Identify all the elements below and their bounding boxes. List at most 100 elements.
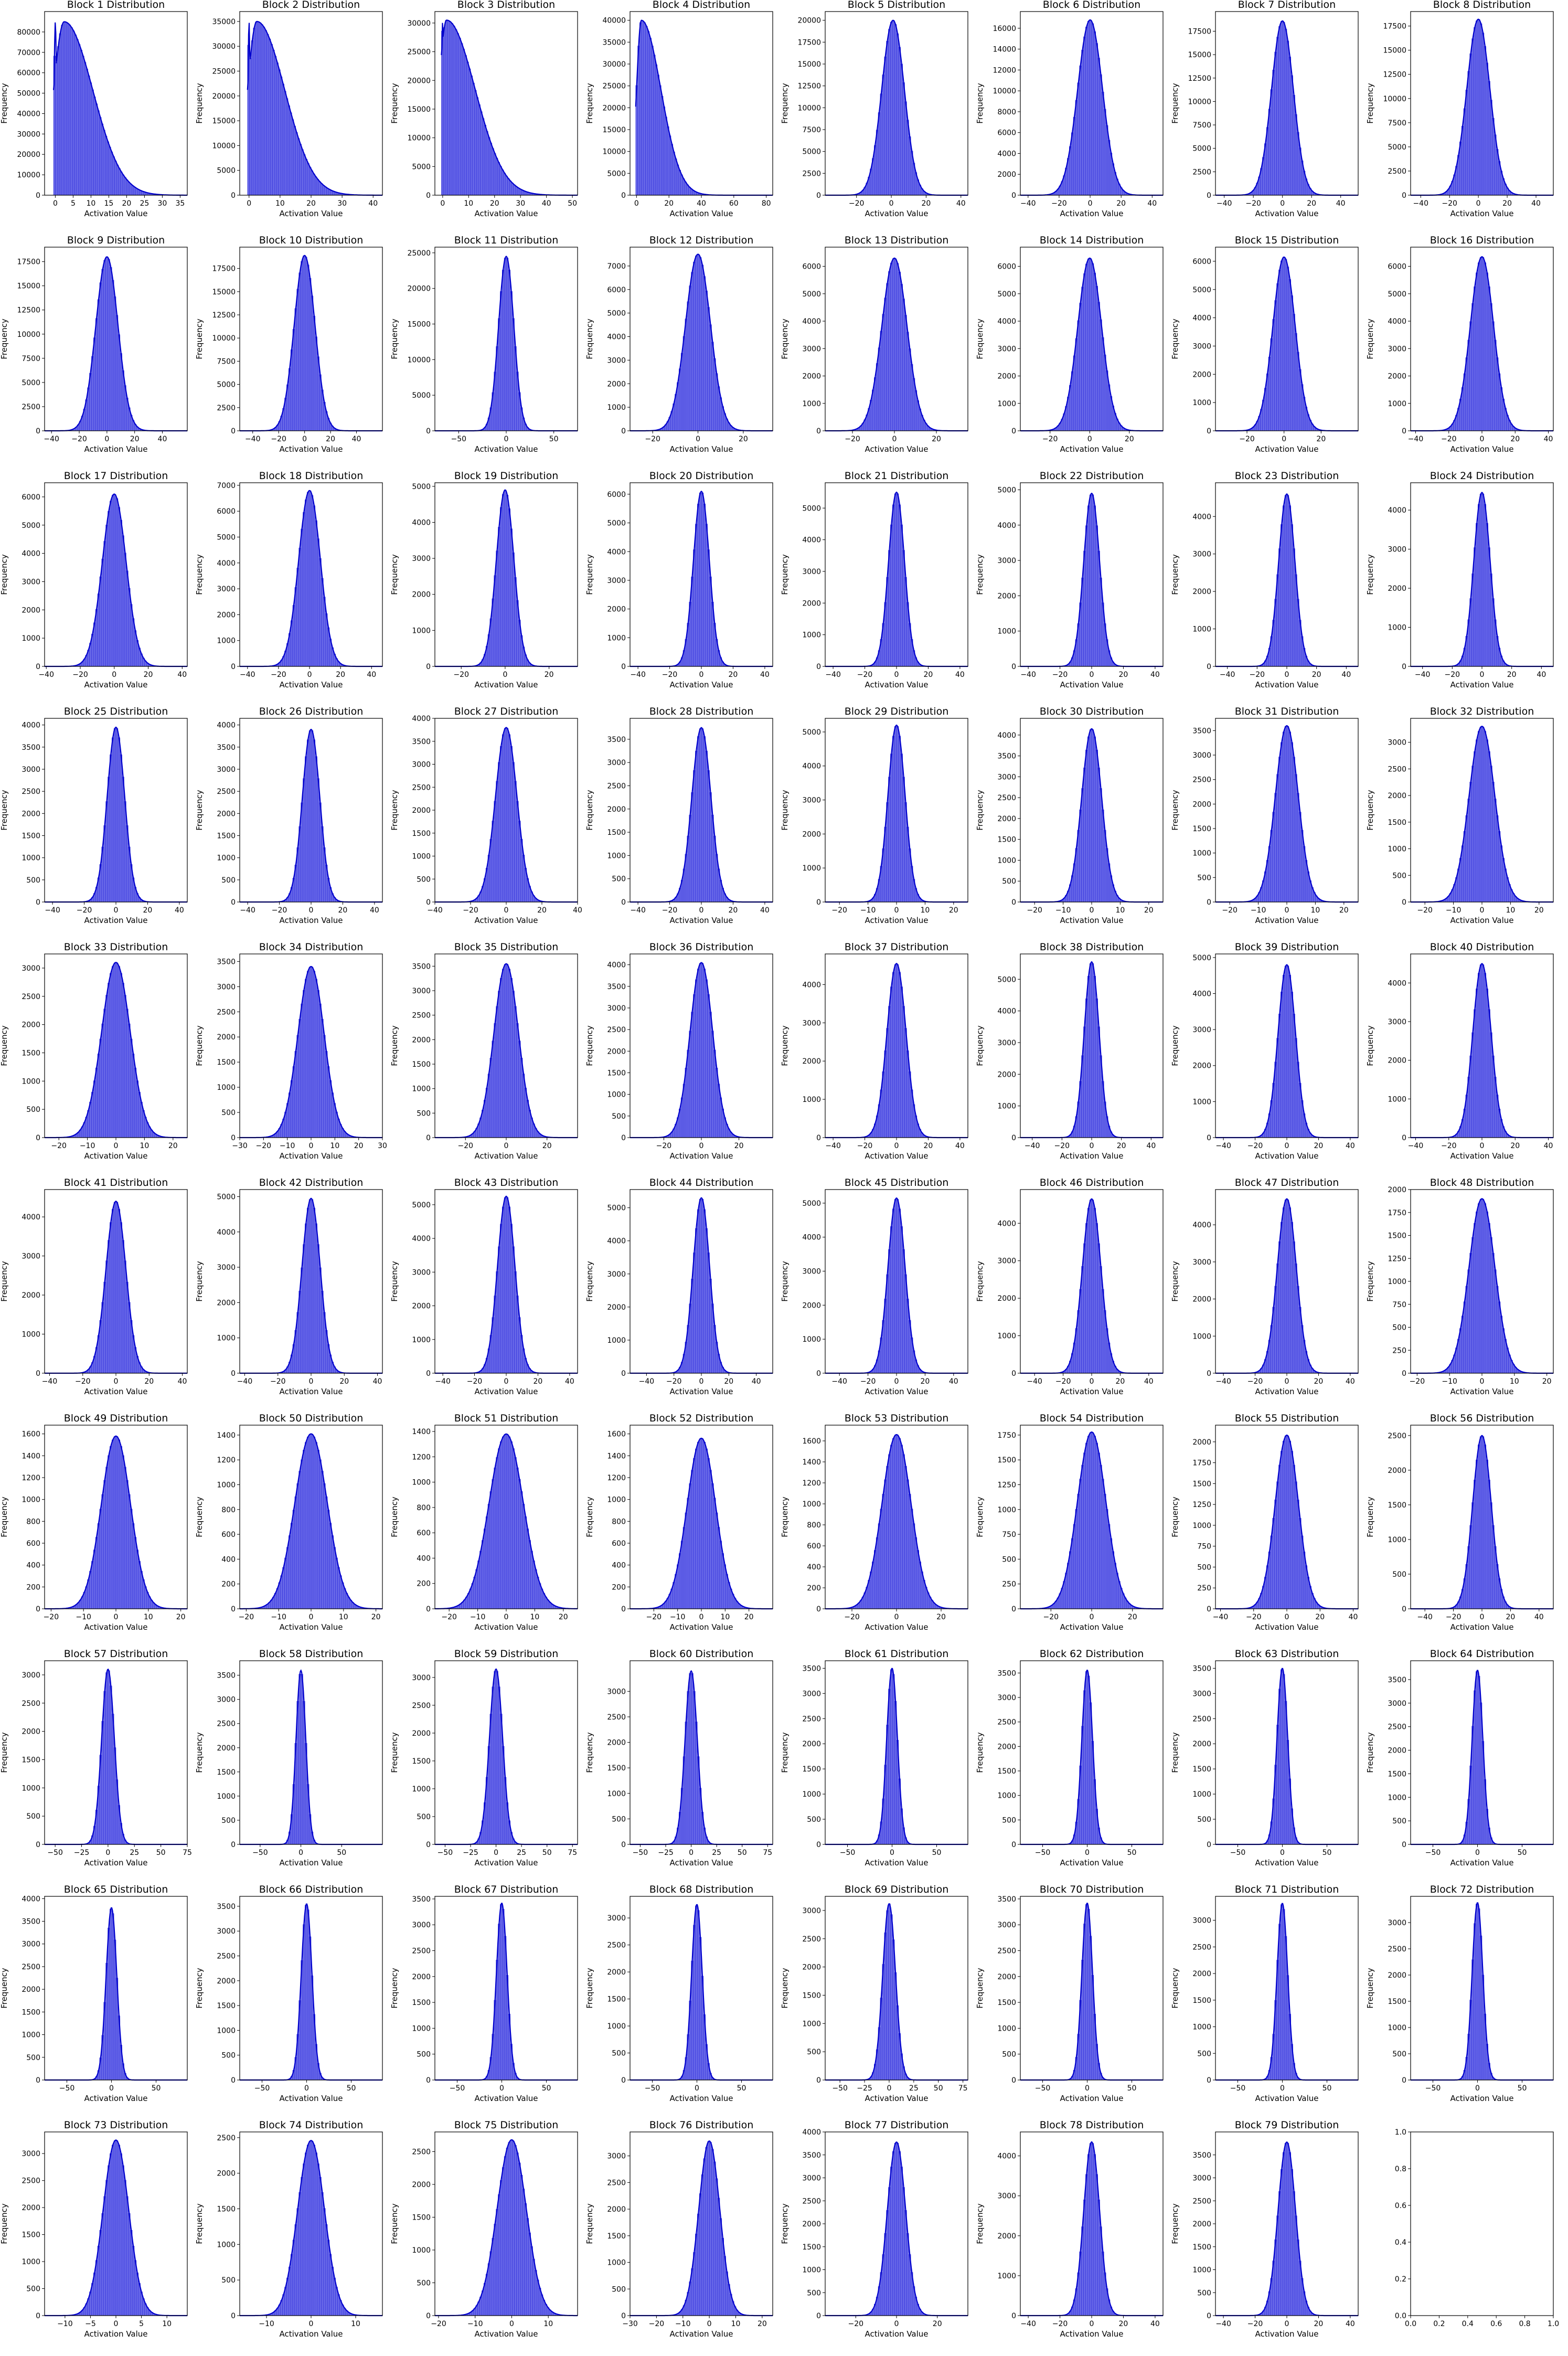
y-tick-label: 500 bbox=[1002, 1816, 1016, 1824]
axes-frame bbox=[44, 482, 188, 667]
y-tick-label: 6000 bbox=[1388, 263, 1406, 271]
histogram-bar bbox=[134, 1067, 137, 1138]
histogram-bar bbox=[333, 1547, 336, 1609]
axes-frame bbox=[1215, 11, 1359, 196]
histogram-bar bbox=[132, 2246, 135, 2316]
x-tick-label: −20 bbox=[646, 1613, 662, 1621]
histogram-bar bbox=[111, 495, 114, 667]
y-tick-label: 2000 bbox=[997, 1070, 1016, 1079]
histogram-bar bbox=[894, 726, 897, 903]
x-tick-label: 75 bbox=[763, 1849, 772, 1857]
histogram-bar bbox=[1102, 337, 1104, 431]
histogram-bar bbox=[1477, 1675, 1480, 1845]
y-tick-label: 3500 bbox=[412, 738, 431, 746]
histogram-bar bbox=[502, 270, 505, 431]
histogram-bar bbox=[305, 257, 307, 431]
histogram-bar bbox=[257, 22, 260, 196]
histogram-bar bbox=[1272, 319, 1275, 431]
y-tick-label: 1000 bbox=[607, 1496, 626, 1504]
histogram-bar bbox=[689, 1031, 691, 1138]
y-tick-label: 1000 bbox=[607, 1336, 626, 1345]
histogram-bar bbox=[500, 507, 503, 667]
histogram-bar bbox=[103, 260, 106, 431]
y-tick-label: 1000 bbox=[22, 2031, 40, 2040]
x-tick-label: −10 bbox=[1055, 906, 1071, 915]
y-tick-label: 4000 bbox=[22, 1213, 40, 1222]
y-tick-label: 5000 bbox=[607, 1204, 626, 1213]
x-tick-label: 0 bbox=[699, 1613, 704, 1621]
histogram-bar bbox=[1083, 1452, 1086, 1609]
y-tick-label: 10000 bbox=[17, 171, 40, 179]
histogram-bar bbox=[1085, 999, 1088, 1138]
y-tick-label: 2000 bbox=[1388, 1057, 1406, 1065]
y-tick-label: 4000 bbox=[802, 1234, 821, 1242]
histogram-bar bbox=[506, 964, 509, 1138]
histogram-bar bbox=[1479, 1199, 1482, 1374]
y-tick-label: 14000 bbox=[993, 46, 1016, 54]
x-tick-label: −20 bbox=[1052, 2320, 1068, 2328]
x-tick-label: 20 bbox=[739, 435, 748, 443]
x-tick-label: −20 bbox=[44, 1613, 59, 1621]
histogram-bar bbox=[298, 272, 301, 431]
histogram-bar bbox=[657, 75, 659, 196]
histogram-bar bbox=[294, 308, 297, 431]
y-axis-label: Frequency bbox=[390, 790, 399, 831]
histogram-bar bbox=[1471, 1032, 1474, 1138]
histogram-bar bbox=[124, 995, 126, 1138]
x-tick-label: 0 bbox=[114, 1377, 119, 1386]
y-tick-label: 5000 bbox=[997, 290, 1016, 299]
histogram-bar bbox=[705, 524, 708, 667]
histogram-bar bbox=[1490, 1237, 1492, 1374]
histogram-bar bbox=[661, 95, 664, 196]
x-tick-label: −20 bbox=[256, 1142, 272, 1150]
histogram-bar bbox=[1479, 257, 1482, 431]
chart-panel-15: Block 15 Distribution−20 0 200100020003000… bbox=[1170, 235, 1359, 454]
y-tick-label: 0 bbox=[1207, 2076, 1211, 2085]
histogram-bar bbox=[132, 1054, 135, 1138]
y-axis-label: Frequency bbox=[585, 554, 594, 595]
histogram-bar bbox=[1095, 749, 1098, 903]
y-tick-label: 1000 bbox=[22, 854, 40, 863]
histogram-bar bbox=[711, 342, 714, 431]
histogram-bar bbox=[890, 2167, 893, 2316]
x-tick-label: 0 bbox=[1480, 1613, 1485, 1621]
histogram-bar bbox=[502, 2167, 505, 2316]
histogram-bar bbox=[296, 568, 299, 667]
y-tick-label: 2000 bbox=[802, 373, 821, 381]
histogram-bar bbox=[1087, 1436, 1090, 1609]
y-tick-label: 30000 bbox=[212, 43, 236, 51]
histogram-bar bbox=[122, 983, 124, 1138]
histogram-bar bbox=[1474, 1923, 1476, 2081]
chart-panel-33: Block 33 Distribution−20 −10 0 10 2005001000… bbox=[0, 941, 188, 1161]
y-axis-label: Frequency bbox=[780, 554, 790, 595]
y-tick-label: 4000 bbox=[607, 548, 626, 556]
y-tick-label: 500 bbox=[26, 876, 40, 885]
x-tick-label: 0 bbox=[1480, 1142, 1485, 1150]
histogram-bar bbox=[1105, 125, 1108, 196]
y-tick-label: 10000 bbox=[993, 87, 1016, 95]
histogram-bar bbox=[327, 2240, 330, 2316]
histogram-bar bbox=[1095, 999, 1098, 1138]
y-tick-label: 2000 bbox=[997, 1294, 1016, 1303]
y-tick-label: 2000 bbox=[802, 2220, 821, 2228]
chart-panel-43: Block 43 Distribution−40 −20 0 20 4001000200… bbox=[390, 1177, 578, 1396]
y-tick-label: 2500 bbox=[22, 993, 40, 1001]
histogram-bar bbox=[110, 1222, 112, 1374]
x-tick-label: −40 bbox=[825, 671, 841, 679]
y-tick-label: 2000 bbox=[412, 2181, 431, 2189]
histogram-bar bbox=[532, 2258, 535, 2316]
y-tick-label: 3000 bbox=[1192, 1917, 1211, 1925]
histogram-bar bbox=[306, 1437, 310, 1609]
x-tick-label: 0 bbox=[1280, 1849, 1285, 1857]
histogram-bar bbox=[1268, 357, 1271, 431]
histogram-bar bbox=[886, 41, 889, 196]
y-tick-label: 1250 bbox=[1192, 1501, 1211, 1509]
y-tick-label: 1000 bbox=[1388, 1536, 1406, 1544]
histogram-bar bbox=[1479, 493, 1482, 667]
chart-panel-73: Block 73 Distribution−10 −5 0 5 100500100015… bbox=[0, 2119, 188, 2339]
histogram-bar bbox=[711, 2149, 714, 2316]
y-tick-label: 500 bbox=[612, 2050, 626, 2058]
histogram-bar bbox=[1282, 505, 1285, 667]
x-tick-label: 0 bbox=[1090, 1142, 1094, 1150]
histogram-bar bbox=[530, 1551, 533, 1609]
